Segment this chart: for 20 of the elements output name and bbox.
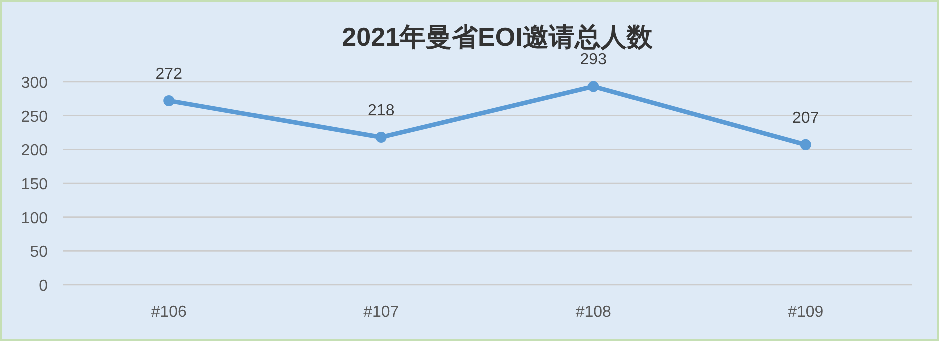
data-label: 218	[368, 102, 395, 120]
data-label: 207	[792, 110, 820, 127]
point	[376, 132, 387, 143]
y-tick-label: 150	[21, 176, 48, 194]
chart-title: 2021年曼省EOI邀请总人数	[342, 22, 654, 52]
data-label: 293	[580, 52, 608, 69]
y-tick-label: 50	[30, 244, 48, 262]
x-tick-label: #109	[788, 304, 824, 321]
data-label: 272	[156, 66, 183, 83]
point	[588, 81, 600, 92]
x-tick-label: #107	[364, 304, 400, 321]
y-tick-label: 100	[21, 210, 48, 228]
y-tick-label: 250	[21, 108, 48, 126]
point	[164, 95, 175, 106]
point	[800, 139, 812, 150]
y-tick-label: 0	[39, 278, 48, 295]
x-tick-label: #108	[576, 304, 612, 321]
y-tick-label: 200	[21, 142, 48, 160]
x-tick-label: #106	[151, 304, 188, 321]
y-tick-label: 300	[21, 75, 48, 92]
